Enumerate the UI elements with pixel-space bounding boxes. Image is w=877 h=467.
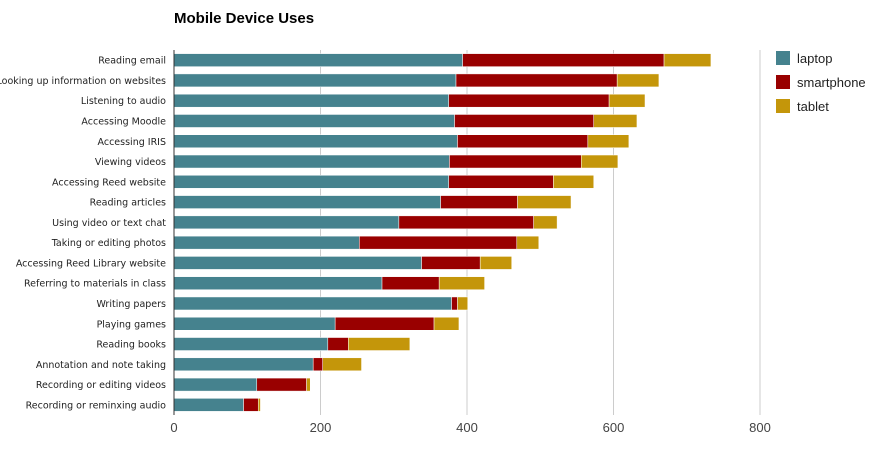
- category-label: Accessing IRIS: [98, 137, 166, 148]
- bar-smartphone: [449, 154, 582, 169]
- category-label: Playing games: [97, 319, 166, 330]
- legend-label-smartphone: smartphone: [797, 75, 866, 90]
- bar-laptop: [173, 53, 463, 67]
- bar-laptop: [173, 175, 449, 189]
- category-label: Looking up information on websites: [0, 76, 166, 87]
- bar-laptop: [173, 317, 336, 331]
- bar-tablet: [517, 195, 572, 209]
- bar-laptop: [173, 195, 441, 209]
- category-label: Writing papers: [96, 299, 166, 310]
- bar-smartphone: [327, 337, 349, 351]
- chart-title: Mobile Device Uses: [174, 10, 314, 27]
- x-tick-label: 0: [170, 420, 177, 435]
- category-label: Referring to materials in class: [24, 279, 166, 290]
- category-label: Using video or text chat: [52, 218, 166, 229]
- bar-smartphone: [256, 377, 307, 392]
- bar-laptop: [173, 154, 450, 169]
- bar-smartphone: [448, 93, 610, 108]
- bar-laptop: [173, 377, 258, 392]
- bar-tablet: [593, 114, 638, 128]
- bar-tablet: [433, 317, 460, 331]
- category-label: Accessing Moodle: [81, 116, 166, 127]
- bar-tablet: [479, 256, 512, 270]
- bar-tablet: [348, 337, 411, 351]
- legend-swatch-laptop: [776, 51, 790, 65]
- bar-laptop: [173, 276, 383, 290]
- bar-laptop: [173, 235, 360, 250]
- bar-tablet: [322, 357, 362, 372]
- bar-tablet: [533, 215, 558, 230]
- bar-tablet: [587, 134, 630, 148]
- category-label: Viewing videos: [95, 157, 166, 168]
- bar-smartphone: [448, 175, 554, 189]
- x-tick-labels: 0 200 400 600 800: [170, 420, 770, 435]
- legend-label-tablet: tablet: [797, 99, 829, 114]
- bar-smartphone: [334, 317, 435, 331]
- category-label: Accessing Reed Library website: [16, 258, 166, 269]
- legend: laptop smartphone tablet: [776, 51, 866, 114]
- bar-tablet: [608, 93, 646, 108]
- bar-laptop: [173, 93, 449, 108]
- bar-smartphone: [462, 53, 665, 67]
- gridlines: [320, 50, 761, 415]
- x-tick-label: 800: [749, 420, 771, 435]
- bar-smartphone: [457, 134, 589, 148]
- bar-laptop: [173, 398, 244, 412]
- bar-tablet: [616, 73, 660, 88]
- bar-tablet: [306, 377, 311, 392]
- category-label: Taking or editing photos: [51, 238, 166, 249]
- bar-laptop: [173, 337, 329, 351]
- bar-tablet: [581, 154, 619, 169]
- bar-laptop: [173, 114, 455, 128]
- bar-smartphone: [451, 296, 458, 311]
- category-label: Recording or reminxing audio: [26, 400, 167, 411]
- legend-swatch-smartphone: [776, 75, 790, 89]
- category-labels: Reading email Looking up information on w…: [0, 56, 166, 412]
- bar-laptop: [173, 73, 457, 88]
- x-tick-label: 400: [456, 420, 478, 435]
- bar-tablet: [438, 276, 485, 290]
- bars: [173, 53, 712, 412]
- bar-tablet: [553, 175, 594, 189]
- bar-tablet: [257, 398, 261, 412]
- legend-label-laptop: laptop: [797, 51, 832, 66]
- bar-smartphone: [312, 357, 323, 372]
- x-tick-label: 200: [310, 420, 332, 435]
- bar-laptop: [173, 256, 422, 270]
- bar-laptop: [173, 296, 452, 311]
- bar-laptop: [173, 134, 458, 148]
- bar-smartphone: [440, 195, 518, 209]
- bar-smartphone: [398, 215, 534, 230]
- category-label: Reading articles: [90, 198, 166, 209]
- category-label: Recording or editing videos: [36, 380, 166, 391]
- category-label: Reading books: [96, 340, 166, 351]
- x-tick-label: 600: [603, 420, 625, 435]
- bar-tablet: [516, 235, 540, 250]
- bar-smartphone: [455, 73, 618, 88]
- bar-laptop: [173, 215, 400, 230]
- bar-smartphone: [243, 398, 259, 412]
- bar-laptop: [173, 357, 314, 372]
- bar-smartphone: [381, 276, 440, 290]
- bar-smartphone: [359, 235, 518, 250]
- bar-tablet: [457, 296, 468, 311]
- bar-smartphone: [421, 256, 481, 270]
- bar-smartphone: [454, 114, 594, 128]
- category-label: Annotation and note taking: [36, 360, 166, 371]
- legend-swatch-tablet: [776, 99, 790, 113]
- category-label: Reading email: [98, 56, 166, 67]
- category-label: Accessing Reed website: [52, 177, 166, 188]
- bar-tablet: [663, 53, 712, 67]
- category-label: Listening to audio: [81, 96, 166, 107]
